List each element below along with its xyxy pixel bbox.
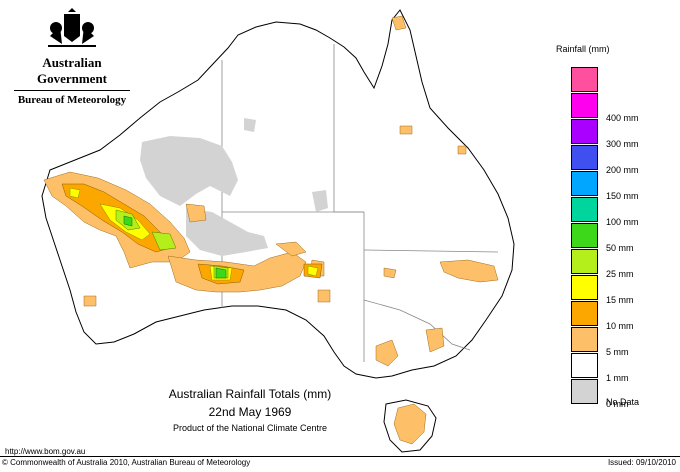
map-date: 22nd May 1969 [208,405,292,419]
issued-date: Issued: 09/10/2010 [607,458,676,467]
legend-swatch [571,145,598,170]
legend-swatch [571,119,598,144]
legend-label: 25 mm [606,269,634,279]
legend-swatch [571,223,598,248]
header-divider [14,90,130,91]
legend-swatch [571,327,598,352]
australia-mainland [41,9,515,379]
copyright-text: © Commonwealth of Australia 2010, Austra… [2,458,251,467]
no-data-regions [140,118,328,256]
map-subtitle: Product of the National Climate Centre [172,423,328,433]
legend-label: 200 mm [606,165,639,175]
legend-label: 300 mm [606,139,639,149]
legend-label: 10 mm [606,321,634,331]
legend-swatch [571,353,598,378]
legend-title: Rainfall (mm) [556,44,610,54]
legend-swatch [571,249,598,274]
government-name: Australian Government [36,55,108,86]
bureau-name: Bureau of Meteorology [17,94,127,106]
coat-of-arms-icon [48,8,96,47]
legend-swatch [571,67,598,92]
legend-label: 400 mm [606,113,639,123]
legend-swatch [571,171,598,196]
rainfall-25mm-area [123,215,227,279]
legend-label: No Data [606,397,640,407]
map-title: Australian Rainfall Totals (mm) [168,387,332,401]
legend-swatch [571,379,598,404]
legend-swatch [571,93,598,118]
legend-label: 150 mm [606,191,639,201]
legend-label: 15 mm [606,295,634,305]
legend-label: 50 mm [606,243,634,253]
website-link[interactable]: http://www.bom.gov.au [5,447,86,456]
legend-swatch [571,301,598,326]
legend-label: 100 mm [606,217,639,227]
legend-label: 1 mm [606,373,629,383]
footer-divider [0,456,680,457]
legend-swatch [571,197,598,222]
legend-label: 0 mm [606,399,629,409]
legend-swatch [571,275,598,300]
legend-label: 5 mm [606,347,629,357]
government-logo: Australian Government Bureau of Meteorol… [8,8,136,106]
